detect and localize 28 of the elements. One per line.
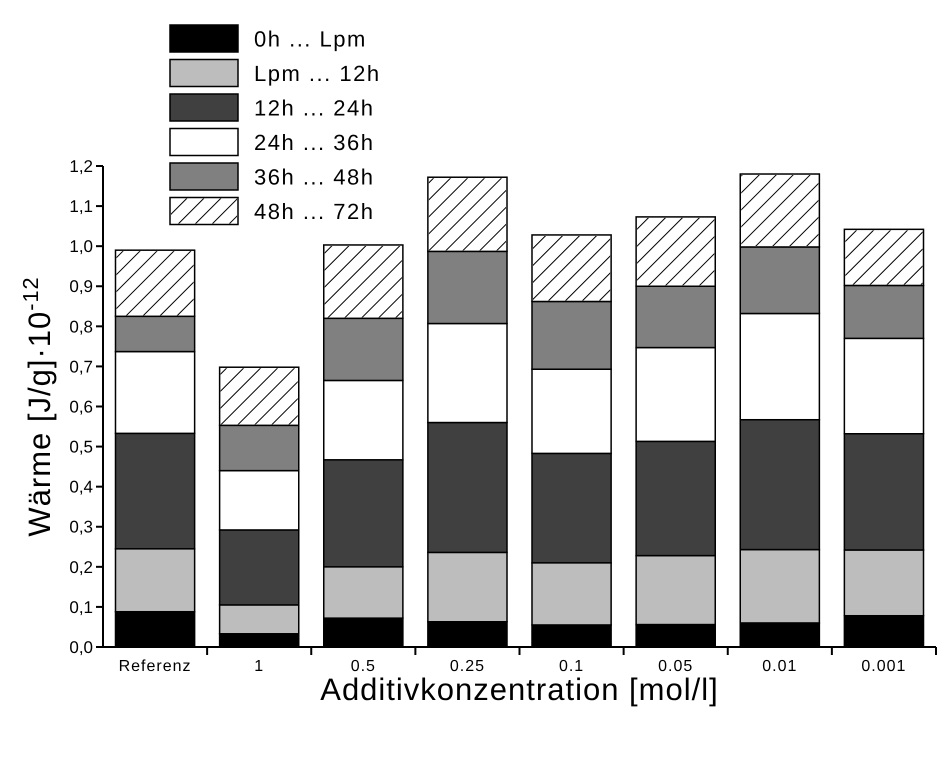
y-tick-label: 0,1	[69, 598, 93, 617]
y-tick-label: 1,0	[69, 237, 93, 256]
legend-label: 12h ... 24h	[254, 96, 374, 121]
y-tick-label: 0,2	[69, 558, 93, 577]
y-tick-label: 0,9	[69, 277, 93, 296]
x-tick-label: Referenz	[118, 658, 192, 675]
y-tick-label: 1,1	[69, 197, 93, 216]
y-tick-label: 0,4	[69, 478, 93, 497]
legend-label: 48h ... 72h	[254, 199, 374, 224]
y-tick-label: 0,5	[69, 438, 93, 457]
y-tick-label: 1,2	[69, 156, 93, 176]
y-tick-label: 0,3	[69, 518, 93, 537]
x-tick-label: 0.01	[762, 658, 798, 675]
legend-label: 36h ... 48h	[254, 164, 374, 190]
y-tick-label: 0,0	[69, 638, 93, 657]
legend-label: 24h ... 36h	[254, 130, 374, 156]
x-tick-label: 0.001	[861, 658, 906, 675]
x-tick-label: 0.05	[658, 658, 694, 675]
y-tick-label: 0,7	[69, 357, 93, 376]
x-axis-title: Additivkonzentration [mol/l]	[320, 672, 719, 707]
y-tick-label: 0,6	[69, 397, 93, 416]
legend-label: Lpm ... 12h	[254, 61, 381, 86]
y-tick-label: 0,8	[69, 317, 93, 336]
x-tick-label: 0.5	[350, 658, 376, 675]
x-tick-label: 0.1	[558, 658, 584, 675]
x-tick-label: 0.25	[450, 658, 486, 675]
x-tick-label: 1	[254, 658, 264, 675]
legend-label: 0h ... Lpm	[254, 26, 367, 52]
